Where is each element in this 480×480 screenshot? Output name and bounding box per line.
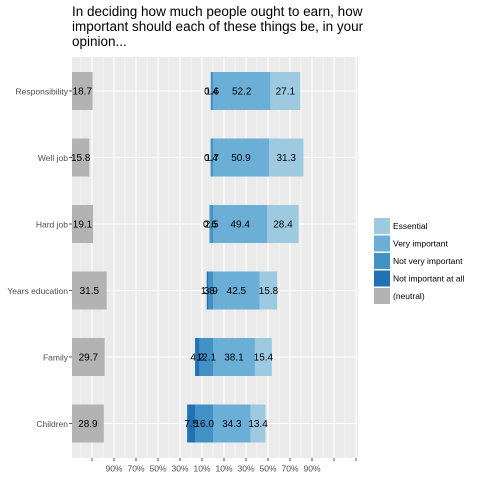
legend-label: Not very important — [393, 256, 463, 266]
bar-not-very-important — [211, 72, 213, 110]
data-label: 31.3 — [276, 153, 296, 164]
data-label: 49.4 — [230, 220, 250, 231]
data-label: 29.7 — [79, 353, 99, 364]
bar-not-important-at-all — [195, 338, 200, 376]
bar-very-important — [213, 404, 251, 443]
legend-swatch — [374, 218, 390, 234]
bar-not-very-important — [195, 404, 213, 443]
x-tick-label: 70% — [281, 463, 298, 473]
data-label: 16.0 — [194, 419, 214, 430]
legend-swatch — [374, 270, 390, 287]
bar-not-important-at-all — [206, 271, 209, 310]
legend-label: Essential — [393, 221, 428, 231]
category-label: Family — [43, 352, 69, 362]
bar-essential — [254, 338, 272, 376]
legend-swatch — [374, 288, 390, 304]
data-label: 0.4 — [204, 87, 218, 98]
bar-not-important-at-all — [187, 404, 196, 443]
data-label: 15.4 — [254, 353, 274, 364]
x-tick-label: 50% — [149, 463, 166, 473]
x-tick-label: 50% — [259, 463, 276, 473]
bar-neutral — [72, 205, 94, 243]
category-label: Years education — [7, 286, 68, 296]
x-tick-label: 30% — [237, 463, 254, 473]
bar-very-important — [213, 138, 269, 177]
data-label: 3.9 — [204, 286, 218, 297]
bar-not-very-important — [208, 271, 213, 310]
bar-very-important — [213, 72, 271, 110]
data-label: 12.1 — [197, 353, 217, 364]
bar-essential — [250, 404, 266, 443]
data-label: 4.2 — [190, 353, 204, 364]
bar-essential — [259, 271, 278, 310]
legend-label: (neutral) — [393, 291, 425, 301]
data-label: 28.9 — [78, 419, 98, 430]
bar-essential — [267, 205, 299, 243]
bar-not-very-important — [210, 205, 213, 243]
x-tick-label: 10% — [215, 463, 232, 473]
x-tick-label: 10% — [193, 463, 210, 473]
bar-neutral — [72, 271, 107, 310]
x-tick-label: 30% — [171, 463, 188, 473]
data-label: 19.1 — [73, 220, 93, 231]
bar-not-very-important — [199, 338, 213, 376]
bar-not-important-at-all — [210, 138, 212, 177]
data-label: 42.5 — [227, 286, 247, 297]
data-label: 13.4 — [248, 419, 268, 430]
bar-not-important-at-all — [210, 72, 212, 110]
bar-very-important — [213, 205, 268, 243]
bar-very-important — [213, 271, 260, 310]
bar-not-important-at-all — [209, 205, 211, 243]
data-label: 0.4 — [204, 153, 218, 164]
bar-neutral — [72, 72, 93, 110]
bar-essential — [270, 72, 301, 110]
data-label: 15.8 — [259, 286, 279, 297]
legend-swatch — [374, 235, 390, 252]
data-label: 1.8 — [201, 286, 215, 297]
data-label: 15.8 — [71, 153, 91, 164]
data-label: 18.7 — [73, 87, 93, 98]
bar-neutral — [72, 338, 105, 376]
data-label: 50.9 — [231, 153, 251, 164]
data-label: 1.7 — [205, 153, 219, 164]
category-label: Hard job — [36, 219, 68, 229]
x-tick-label: 90% — [303, 463, 320, 473]
legend-label: Very important — [393, 238, 448, 248]
category-label: Well job — [38, 153, 68, 163]
data-label: 0.6 — [203, 220, 217, 231]
plot-panel — [72, 57, 358, 458]
x-tick-label: 90% — [105, 463, 122, 473]
data-label: 27.1 — [276, 87, 296, 98]
category-label: Responsibility — [16, 86, 69, 96]
bar-very-important — [213, 338, 255, 376]
data-label: 7.5 — [184, 419, 198, 430]
x-tick-label: 70% — [127, 463, 144, 473]
data-label: 38.1 — [224, 353, 244, 364]
bar-essential — [268, 138, 304, 177]
data-label: 52.2 — [232, 87, 252, 98]
legend-swatch — [374, 253, 390, 269]
legend-label: Not important at all — [393, 273, 464, 283]
data-label: 34.3 — [222, 419, 242, 430]
bar-neutral — [72, 138, 90, 177]
data-label: 28.4 — [273, 220, 293, 231]
bar-not-very-important — [211, 138, 213, 177]
data-label: 31.5 — [80, 286, 100, 297]
category-label: Children — [36, 419, 68, 429]
chart-title: In deciding how much people ought to ear… — [72, 4, 364, 49]
bar-neutral — [72, 404, 104, 443]
data-label: 2.5 — [205, 220, 219, 231]
data-label: 1.6 — [205, 87, 219, 98]
